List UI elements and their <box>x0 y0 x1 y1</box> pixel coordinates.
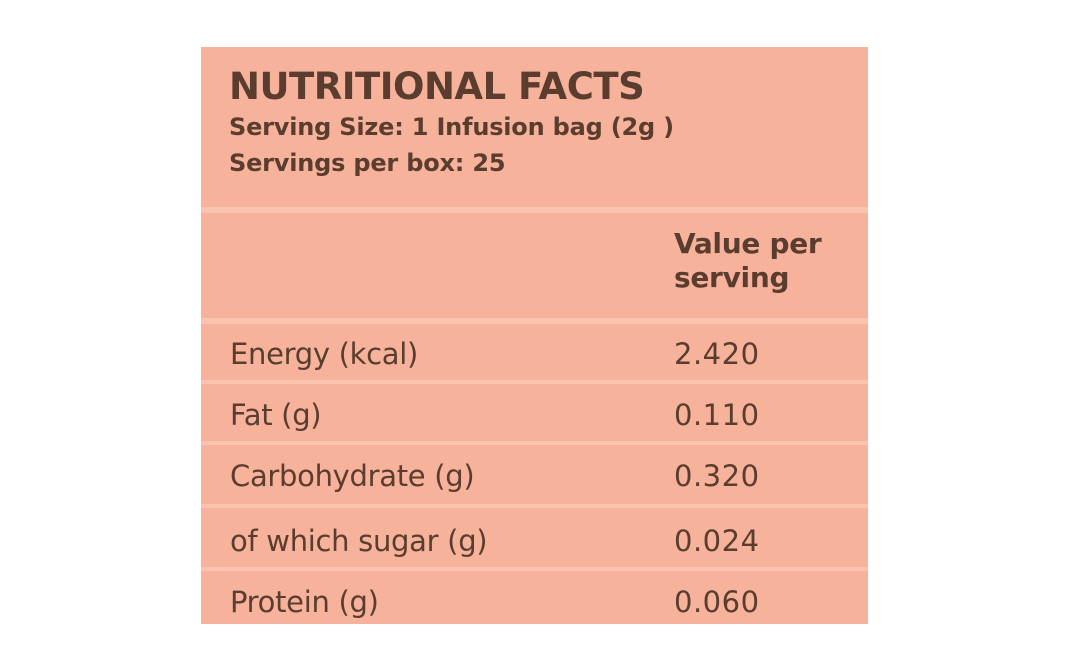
label-header: NUTRITIONAL FACTS Serving Size: 1 Infusi… <box>229 65 849 181</box>
nutrient-value: 0.060 <box>674 585 760 619</box>
nutrient-value: 0.024 <box>674 524 760 558</box>
nutrient-value: 0.320 <box>674 459 760 493</box>
nutrient-name: Energy (kcal) <box>230 337 419 371</box>
table-row: Carbohydrate (g) 0.320 <box>201 450 868 500</box>
column-header: Value per serving <box>674 227 864 295</box>
nutrient-name: Protein (g) <box>230 585 379 619</box>
table-row: Energy (kcal) 2.420 <box>201 328 868 378</box>
divider <box>201 504 868 508</box>
divider <box>201 207 868 213</box>
nutrition-label: NUTRITIONAL FACTS Serving Size: 1 Infusi… <box>201 47 868 624</box>
column-header-line1: Value per <box>674 227 822 260</box>
nutrient-name: Carbohydrate (g) <box>230 459 475 493</box>
serving-size: Serving Size: 1 Infusion bag (2g ) <box>229 113 674 141</box>
divider <box>201 567 868 571</box>
nutrient-value: 2.420 <box>674 337 760 371</box>
table-row: of which sugar (g) 0.024 <box>201 515 868 565</box>
divider <box>201 380 868 384</box>
label-title: NUTRITIONAL FACTS <box>229 65 645 108</box>
nutrient-name: Fat (g) <box>230 398 322 432</box>
servings-per-box: Servings per box: 25 <box>229 149 506 177</box>
table-row: Protein (g) 0.060 <box>201 576 868 624</box>
divider <box>201 318 868 324</box>
table-row: Fat (g) 0.110 <box>201 389 868 439</box>
nutrient-name: of which sugar (g) <box>230 524 488 558</box>
nutrient-value: 0.110 <box>674 398 760 432</box>
column-header-line2: serving <box>674 261 790 294</box>
divider <box>201 441 868 445</box>
